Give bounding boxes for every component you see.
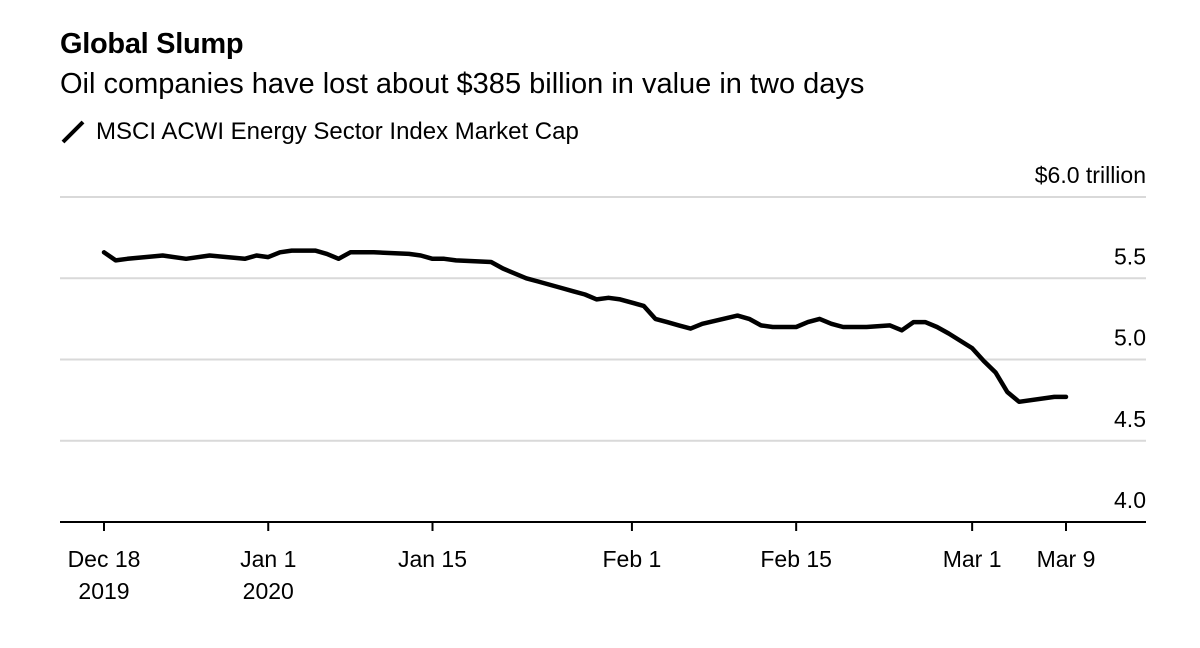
y-tick-label: $6.0 trillion xyxy=(1035,162,1146,188)
x-axis: Dec 18 2019 Jan 1 2020 Jan 15 Feb 1 Feb 15 Mar … xyxy=(60,521,1146,604)
x-tick-label: Feb 1 xyxy=(603,546,662,572)
x-tick-label: Jan 15 xyxy=(398,546,467,572)
series-layer xyxy=(101,248,1069,405)
series-line-0 xyxy=(101,248,1069,405)
x-tick-year-label: 2019 xyxy=(78,578,129,604)
legend: MSCI ACWI Energy Sector Index Market Cap xyxy=(60,118,579,146)
chart-subtitle: Oil companies have lost about $385 billi… xyxy=(60,68,865,100)
x-tick-label: Dec 18 xyxy=(68,546,141,572)
x-tick-year-label: 2020 xyxy=(243,578,294,604)
chart-title: Global Slump xyxy=(60,28,244,60)
x-tick-label: Feb 15 xyxy=(760,546,832,572)
x-tick-label: Mar 1 xyxy=(943,546,1002,572)
y-axis-labels: $6.0 trillion 5.5 5.0 4.5 4.0 xyxy=(1035,162,1146,513)
x-tick-label: Jan 1 xyxy=(240,546,296,572)
y-tick-label: 4.5 xyxy=(1114,406,1146,432)
y-tick-label: 4.0 xyxy=(1114,487,1146,513)
y-tick-label: 5.0 xyxy=(1114,325,1146,351)
gridlines xyxy=(60,196,1146,442)
y-tick-label: 5.5 xyxy=(1114,243,1146,269)
x-tick-label: Mar 9 xyxy=(1037,546,1096,572)
legend-label: MSCI ACWI Energy Sector Index Market Cap xyxy=(96,118,579,145)
legend-line-swatch-icon xyxy=(61,120,85,144)
